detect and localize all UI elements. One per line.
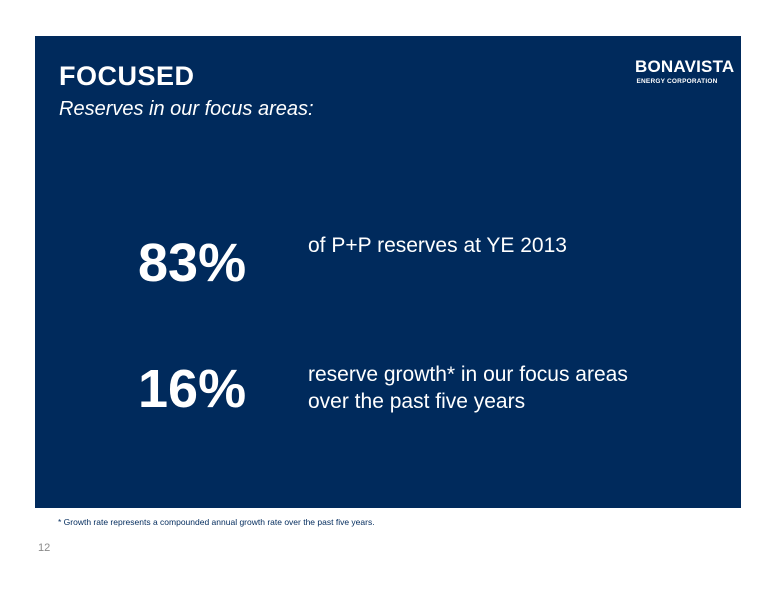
slide-title: FOCUSED xyxy=(59,61,195,91)
stat-description-line: of P+P reserves at YE 2013 xyxy=(308,234,567,257)
slide-subtitle: Reserves in our focus areas: xyxy=(59,98,314,120)
stat-description-1: of P+P reserves at YE 2013 xyxy=(308,232,688,259)
stat-description-2: reserve growth* in our focus areas over … xyxy=(308,361,688,415)
logo-name: BONAVISTA xyxy=(635,57,735,76)
logo-tagline: ENERGY CORPORATION xyxy=(636,78,718,85)
stat-description-line: over the past five years xyxy=(308,390,526,413)
footnote: * Growth rate represents a compounded an… xyxy=(58,517,375,527)
page-number: 12 xyxy=(38,542,51,554)
stat-value-16: 16% xyxy=(138,359,247,419)
stat-value-83: 83% xyxy=(138,233,247,293)
company-logo: BONAVISTA ENERGY CORPORATION xyxy=(635,57,735,86)
content-panel: FOCUSED Reserves in our focus areas: BON… xyxy=(35,36,741,508)
stat-description-line: reserve growth* in our focus areas xyxy=(308,363,628,386)
